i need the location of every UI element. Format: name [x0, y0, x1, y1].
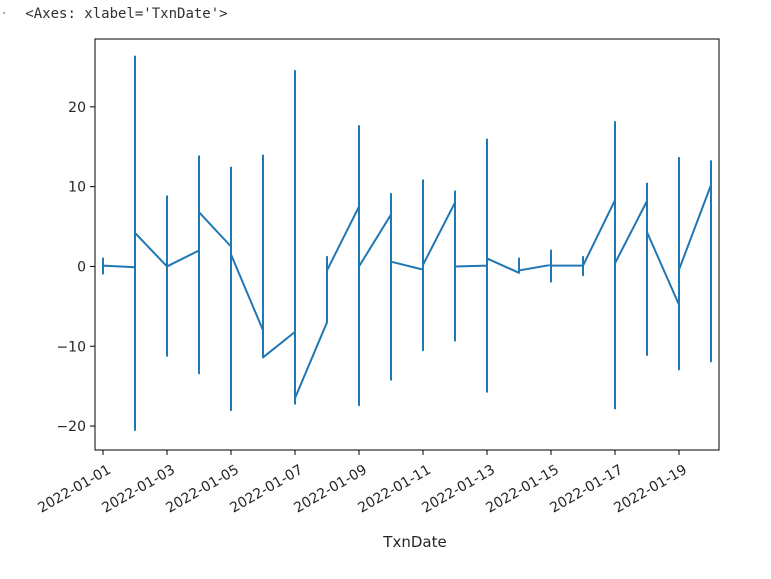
- axes-repr-text: <Axes: xlabel='TxnDate'>: [25, 6, 228, 22]
- x-axis: 2022-01-012022-01-032022-01-052022-01-07…: [35, 450, 690, 517]
- series-layer: [102, 55, 712, 432]
- axes-frame: [94, 38, 720, 451]
- cell-output-repr: · <Axes: xlabel='TxnDate'>: [0, 6, 228, 26]
- y-tick-label: −20: [56, 419, 86, 435]
- x-axis-label: TxnDate: [382, 533, 446, 551]
- y-tick-label: 20: [68, 100, 86, 116]
- x-tick-label: 2022-01-19: [611, 462, 689, 517]
- y-tick-label: −10: [56, 339, 86, 355]
- output-prompt-marker: ·: [0, 6, 9, 22]
- y-axis: −20 −10 0 10 20: [56, 100, 95, 435]
- y-tick-label: 0: [77, 259, 86, 275]
- y-tick-label: 10: [68, 180, 86, 196]
- series-line-0: [102, 55, 712, 432]
